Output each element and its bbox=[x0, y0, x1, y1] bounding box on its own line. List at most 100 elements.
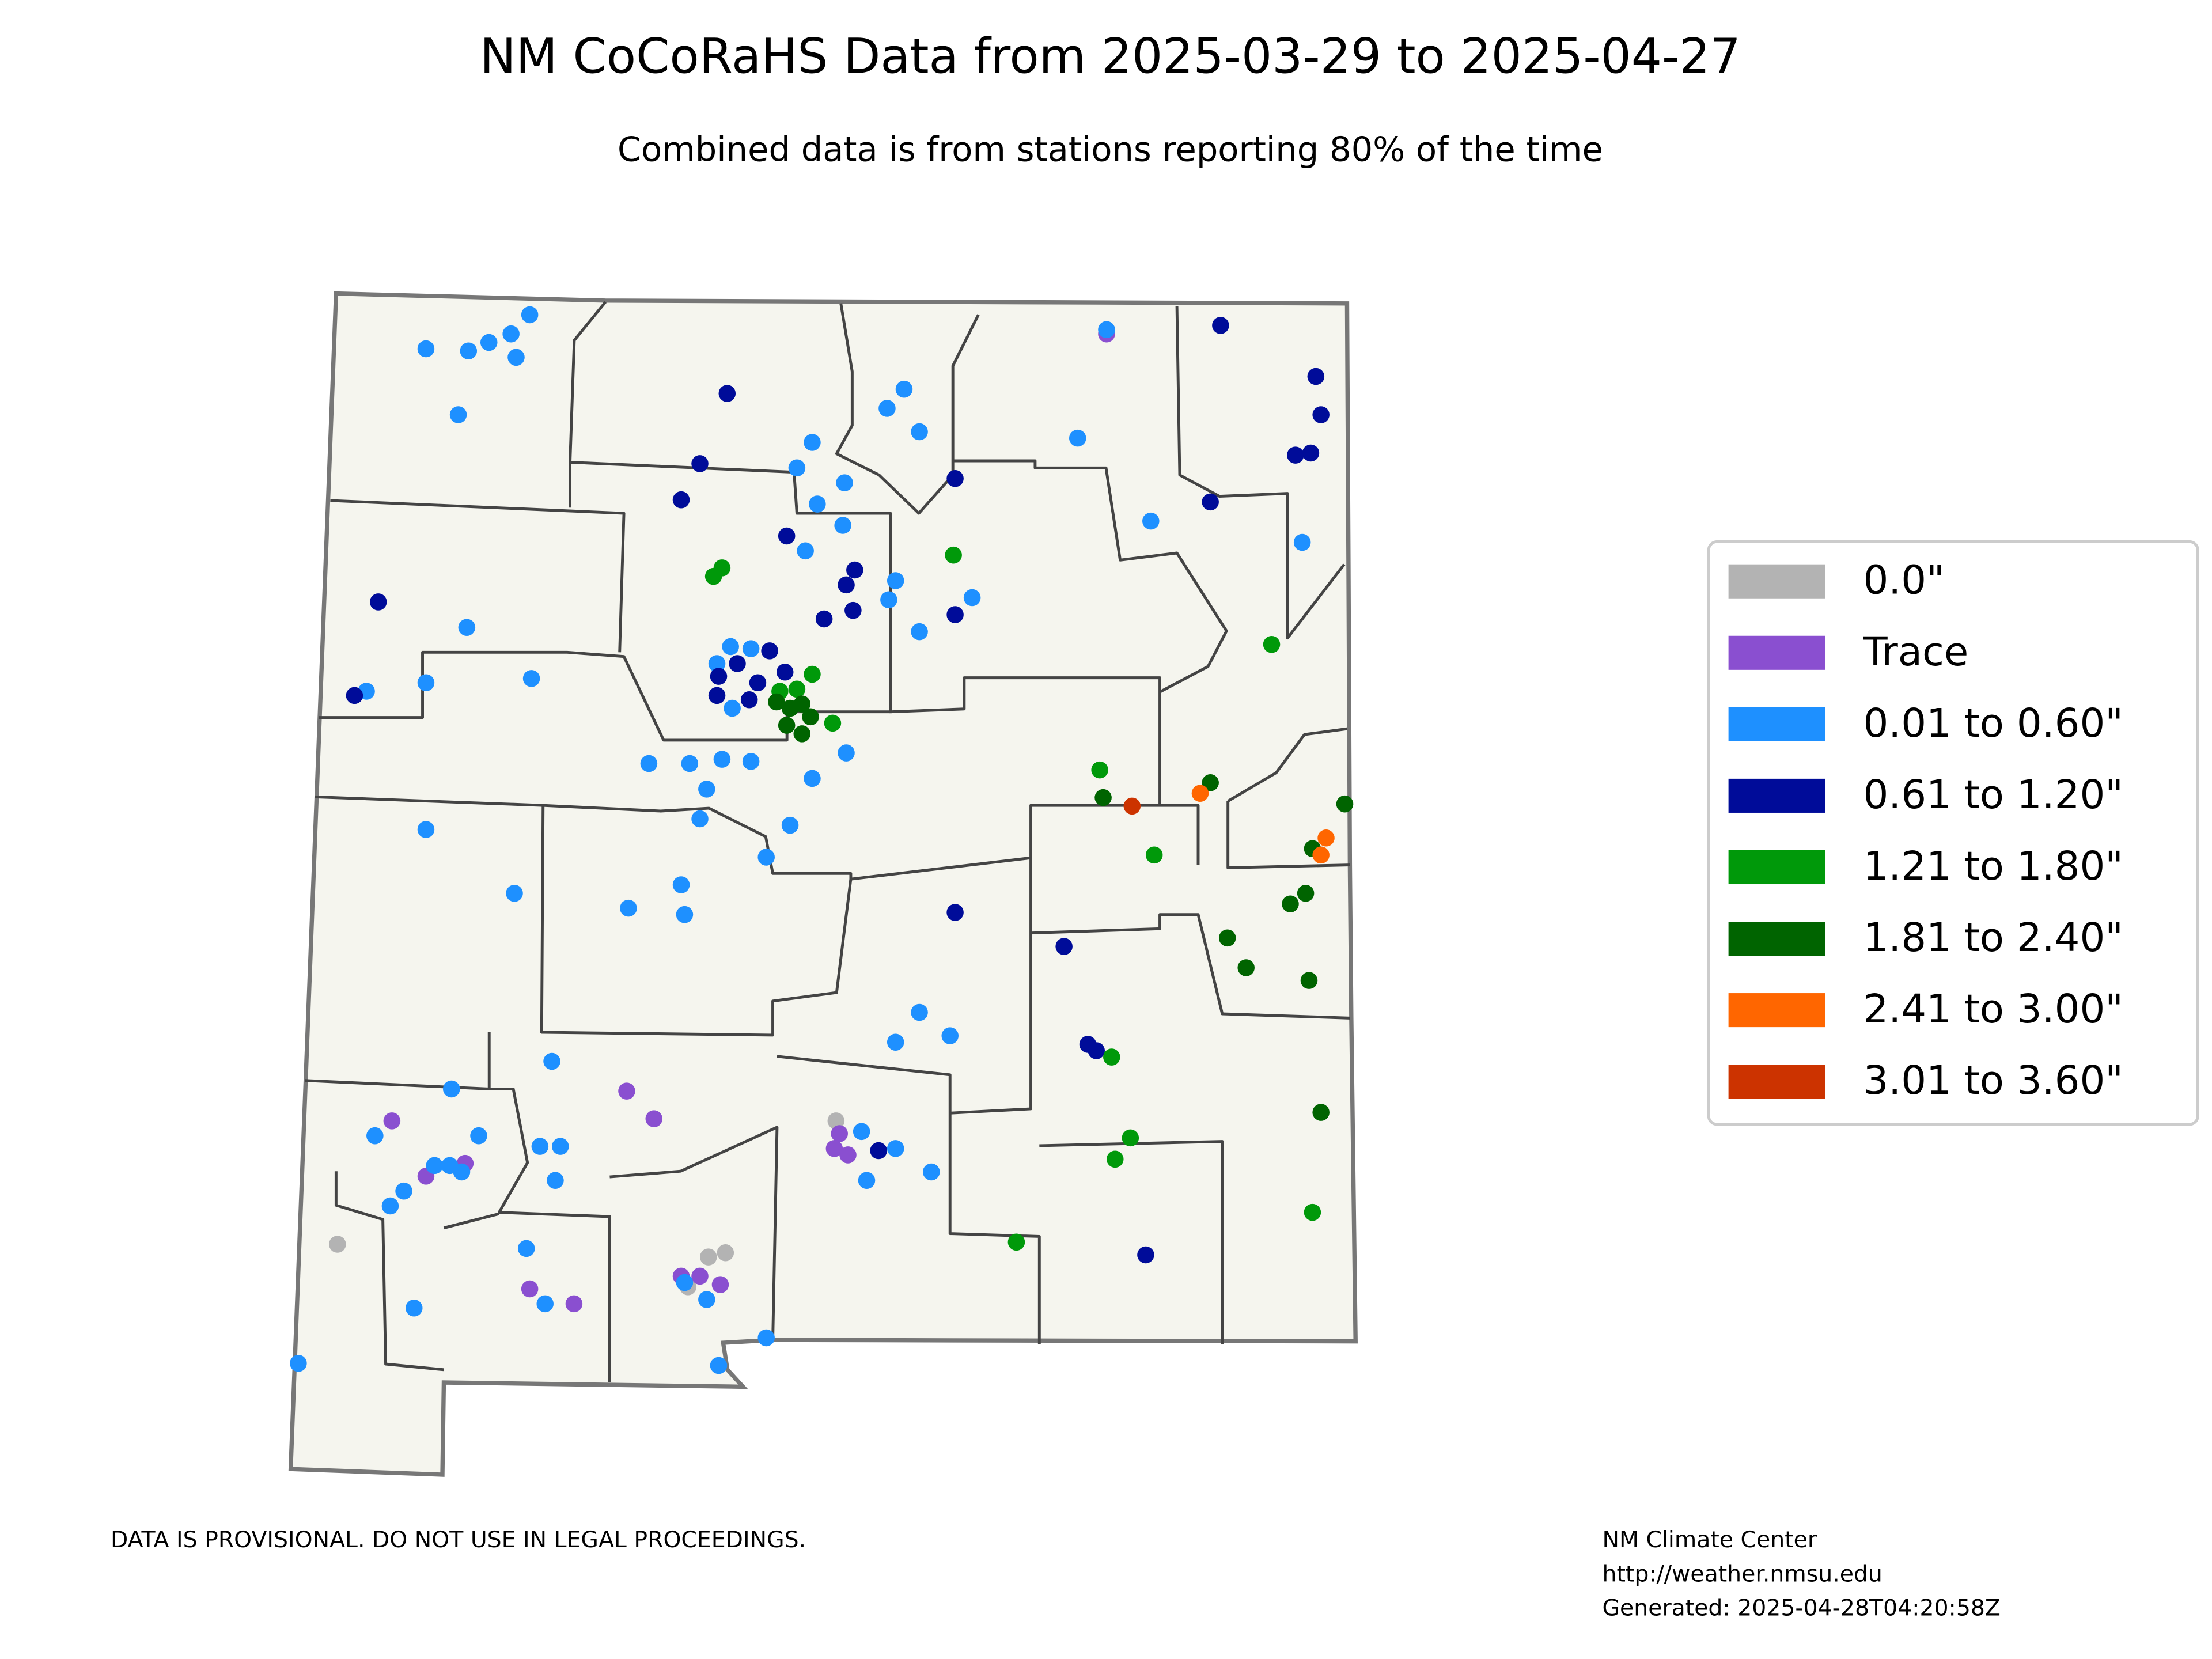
station bbox=[676, 906, 694, 923]
station bbox=[804, 665, 821, 683]
legend-label: 1.21 to 1.80" bbox=[1863, 843, 2123, 889]
legend: 0.0" Trace 0.01 to 0.60" 0.61 to 1.20" 1.21 … bbox=[1728, 558, 2123, 1104]
station bbox=[776, 664, 794, 681]
county-line bbox=[835, 303, 980, 515]
station bbox=[676, 1274, 694, 1291]
station bbox=[543, 1052, 560, 1070]
station bbox=[698, 1291, 715, 1308]
county-line bbox=[443, 1212, 500, 1230]
station bbox=[1103, 1048, 1120, 1066]
station bbox=[640, 755, 658, 772]
station bbox=[1336, 795, 1354, 813]
chart-subtitle: Combined data is from stations reporting… bbox=[618, 129, 1603, 169]
station bbox=[1304, 1203, 1321, 1221]
station bbox=[809, 495, 826, 513]
station bbox=[1218, 929, 1236, 947]
station bbox=[839, 1146, 857, 1164]
station bbox=[698, 781, 715, 798]
legend-swatch bbox=[1728, 922, 1825, 956]
station bbox=[1237, 959, 1255, 976]
station bbox=[1293, 533, 1311, 551]
station bbox=[517, 1240, 535, 1257]
station bbox=[710, 668, 728, 685]
legend-swatch bbox=[1728, 707, 1825, 741]
station bbox=[793, 695, 811, 713]
station bbox=[290, 1355, 307, 1372]
station bbox=[1307, 368, 1325, 385]
station bbox=[1145, 846, 1163, 864]
station bbox=[838, 576, 855, 594]
station bbox=[700, 1248, 717, 1266]
station bbox=[887, 1140, 904, 1157]
legend-swatch bbox=[1728, 850, 1825, 885]
station bbox=[757, 1329, 775, 1347]
station bbox=[802, 708, 819, 726]
station bbox=[946, 904, 964, 921]
station bbox=[1202, 493, 1219, 511]
station bbox=[1098, 321, 1115, 339]
station bbox=[346, 687, 363, 704]
station bbox=[536, 1295, 554, 1313]
station bbox=[768, 693, 785, 711]
station bbox=[672, 876, 690, 893]
county-line bbox=[489, 1088, 611, 1382]
county-lines bbox=[305, 301, 1350, 1382]
station bbox=[831, 1125, 848, 1142]
station bbox=[887, 572, 904, 589]
station bbox=[417, 674, 435, 691]
legend-swatch bbox=[1728, 778, 1825, 813]
station bbox=[718, 385, 736, 402]
station bbox=[1122, 1129, 1139, 1147]
station bbox=[681, 755, 699, 772]
station bbox=[853, 1123, 870, 1141]
county-line bbox=[953, 459, 1228, 694]
legend-label: 0.0" bbox=[1863, 558, 1944, 604]
station bbox=[369, 593, 387, 611]
station bbox=[880, 591, 897, 608]
station bbox=[1123, 797, 1141, 815]
station bbox=[846, 561, 863, 579]
station bbox=[804, 770, 821, 787]
station bbox=[708, 687, 726, 704]
station bbox=[1302, 444, 1320, 462]
station bbox=[757, 849, 775, 866]
station bbox=[507, 349, 525, 366]
county-line bbox=[777, 1055, 1041, 1344]
station bbox=[1142, 512, 1160, 530]
station bbox=[426, 1157, 443, 1175]
station bbox=[521, 1280, 539, 1298]
station bbox=[480, 334, 498, 351]
station bbox=[778, 717, 796, 734]
station bbox=[824, 714, 842, 732]
station bbox=[531, 1138, 549, 1155]
credit-line: Generated: 2025-04-28T04:20:58Z bbox=[1603, 1594, 2001, 1621]
station bbox=[878, 400, 896, 417]
station bbox=[1263, 636, 1281, 653]
station bbox=[704, 567, 722, 585]
legend-label: 0.61 to 1.20" bbox=[1863, 772, 2123, 818]
station bbox=[834, 517, 851, 534]
station bbox=[838, 744, 855, 762]
disclaimer: DATA IS PROVISIONAL. DO NOT USE IN LEGAL… bbox=[111, 1527, 806, 1553]
station bbox=[761, 642, 778, 660]
station bbox=[710, 1357, 728, 1374]
station bbox=[620, 899, 637, 917]
station bbox=[1312, 406, 1330, 423]
station bbox=[691, 455, 709, 472]
credit-line: NM Climate Center bbox=[1603, 1527, 1817, 1553]
station bbox=[781, 816, 799, 834]
station bbox=[708, 655, 726, 672]
station bbox=[749, 674, 767, 691]
station bbox=[470, 1127, 487, 1145]
station bbox=[1007, 1233, 1025, 1251]
county-line bbox=[1175, 306, 1346, 640]
station bbox=[729, 655, 746, 672]
station bbox=[1300, 972, 1318, 989]
station bbox=[1055, 938, 1073, 955]
station bbox=[895, 380, 913, 398]
station bbox=[788, 459, 806, 477]
station bbox=[963, 589, 981, 607]
legend-label: Trace bbox=[1862, 629, 1968, 675]
station bbox=[742, 640, 760, 657]
